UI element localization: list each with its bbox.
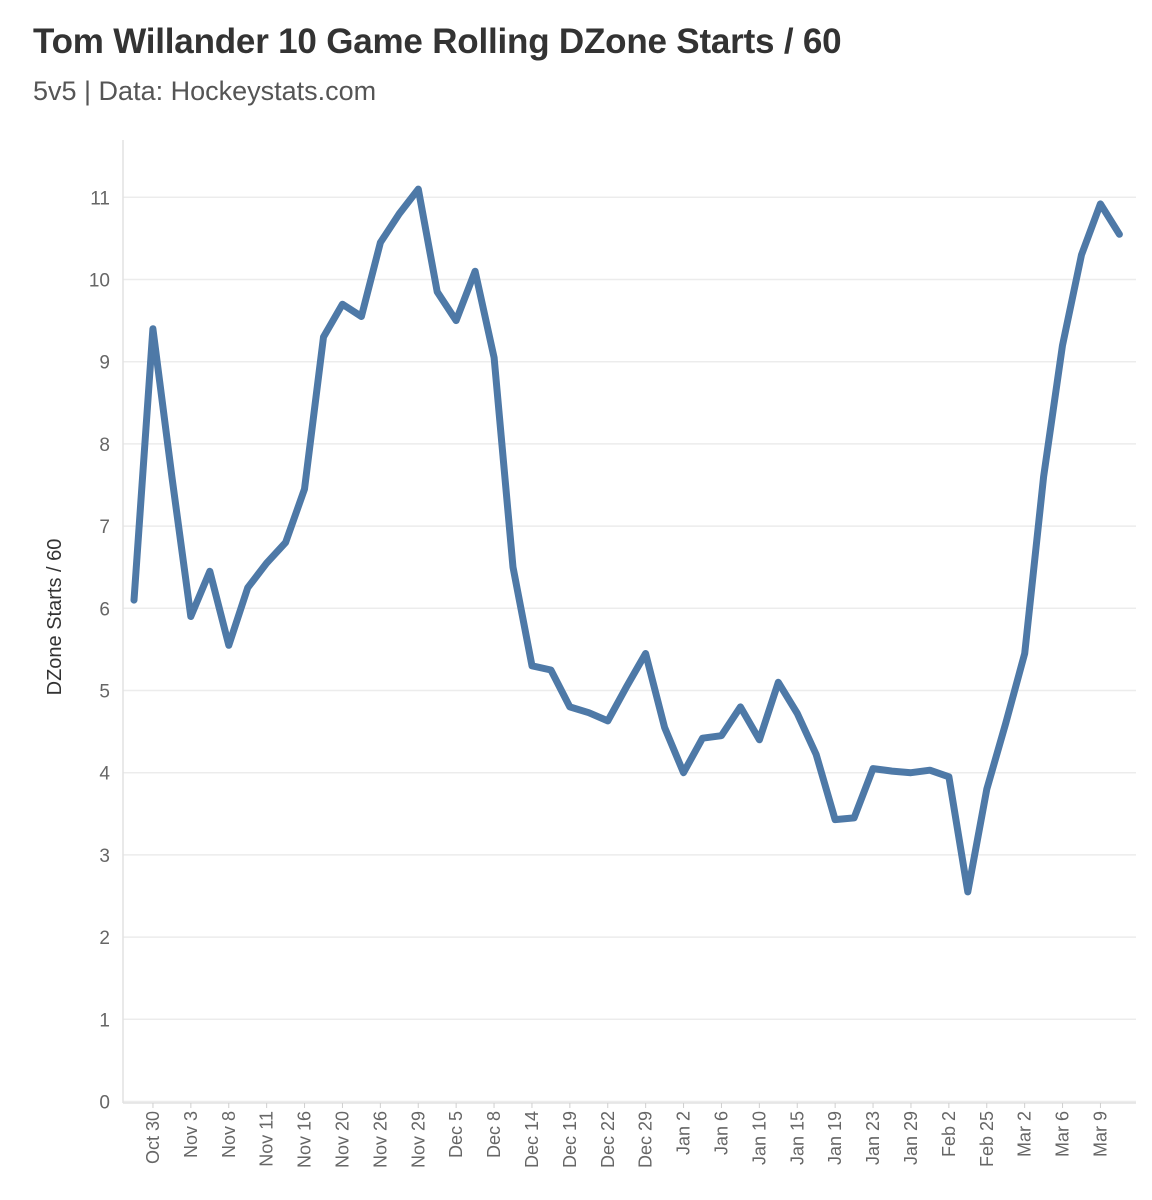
- x-tick-label: Nov 16: [295, 1111, 315, 1168]
- y-tick-label: 1: [99, 1010, 110, 1031]
- y-tick-label: 9: [99, 353, 110, 374]
- x-tick-label: Jan 29: [901, 1111, 921, 1165]
- y-axis-label: DZone Starts / 60: [44, 539, 66, 696]
- y-tick-label: 0: [99, 1093, 110, 1114]
- y-tick-label: 4: [99, 764, 110, 785]
- x-tick-label: Nov 3: [181, 1111, 201, 1158]
- x-tick-label: Feb 25: [977, 1111, 997, 1167]
- x-tick-label: Nov 20: [332, 1111, 352, 1168]
- x-tick-label: Dec 22: [598, 1111, 618, 1168]
- x-tick-label: Nov 26: [370, 1111, 390, 1168]
- y-tick-label: 3: [99, 846, 110, 867]
- y-tick-label: 5: [99, 682, 110, 703]
- x-tick-label: Jan 10: [749, 1111, 769, 1165]
- x-tick-label: Jan 19: [825, 1111, 845, 1165]
- x-tick-label: Feb 2: [939, 1111, 959, 1157]
- series-line: [130, 185, 1123, 896]
- x-tick-label: Nov 29: [408, 1111, 428, 1168]
- x-axis-ticks: Oct 30 Nov 3 Nov 8 Nov 11 Nov 16 Nov 20 Nov 26…: [143, 1103, 1110, 1168]
- x-tick-label: Mar 6: [1053, 1111, 1073, 1157]
- y-tick-label: 2: [99, 928, 110, 949]
- x-tick-label: Mar 9: [1090, 1111, 1110, 1157]
- x-tick-label: Nov 11: [257, 1111, 277, 1167]
- y-axis-ticks: 0 1 2 3 4 5 6 7 8 9 10 11: [89, 188, 111, 1113]
- y-tick-label: 7: [99, 517, 110, 538]
- x-tick-label: Jan 6: [711, 1111, 731, 1155]
- x-tick-label: Dec 8: [484, 1111, 504, 1158]
- x-tick-label: Jan 2: [674, 1111, 694, 1155]
- y-tick-label: 10: [89, 271, 110, 292]
- y-tick-label: 6: [99, 599, 110, 620]
- x-tick-label: Mar 2: [1015, 1111, 1035, 1157]
- x-tick-label: Dec 14: [522, 1111, 542, 1168]
- gridlines: [123, 196, 1136, 1103]
- y-tick-label: 11: [90, 188, 110, 209]
- x-tick-label: Dec 5: [446, 1111, 466, 1158]
- y-tick-label: 8: [99, 435, 110, 456]
- x-tick-label: Nov 8: [219, 1111, 239, 1158]
- x-tick-label: Oct 30: [143, 1111, 163, 1164]
- chart-title: Tom Willander 10 Game Rolling DZone Star…: [33, 22, 842, 61]
- x-tick-label: Jan 23: [863, 1111, 883, 1165]
- chart-subtitle: 5v5 | Data: Hockeystats.com: [33, 76, 377, 106]
- x-tick-label: Dec 19: [560, 1111, 580, 1168]
- x-tick-label: Jan 15: [787, 1111, 807, 1165]
- x-tick-label: Dec 29: [636, 1111, 656, 1168]
